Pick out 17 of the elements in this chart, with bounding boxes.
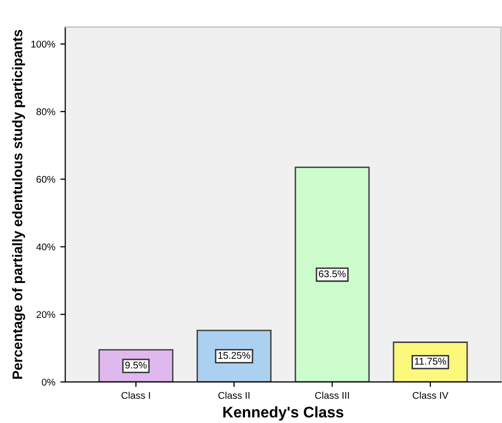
data-label: 15.25% xyxy=(218,352,250,359)
data-label: 63.5% xyxy=(318,270,346,278)
x-tick-label: Class IV xyxy=(412,392,448,399)
x-tick-label: Class I xyxy=(122,392,150,399)
x-tick-label: Class III xyxy=(315,392,349,399)
y-axis-title: Percentage of partially edentulous study participants xyxy=(12,30,26,379)
y-tick-label: 0% xyxy=(42,378,56,386)
y-tick-label: 100% xyxy=(31,40,56,48)
x-axis-title: Kennedy's Class xyxy=(223,406,344,421)
x-tick-label: Class II xyxy=(218,392,250,399)
data-label: 11.75% xyxy=(414,358,446,365)
y-tick-label: 40% xyxy=(36,244,56,250)
y-tick-label: 60% xyxy=(36,176,56,183)
y-tick-label: 80% xyxy=(36,108,56,116)
data-label: 9.5% xyxy=(125,362,147,369)
bar xyxy=(294,166,370,382)
y-tick-label: 20% xyxy=(36,311,56,318)
